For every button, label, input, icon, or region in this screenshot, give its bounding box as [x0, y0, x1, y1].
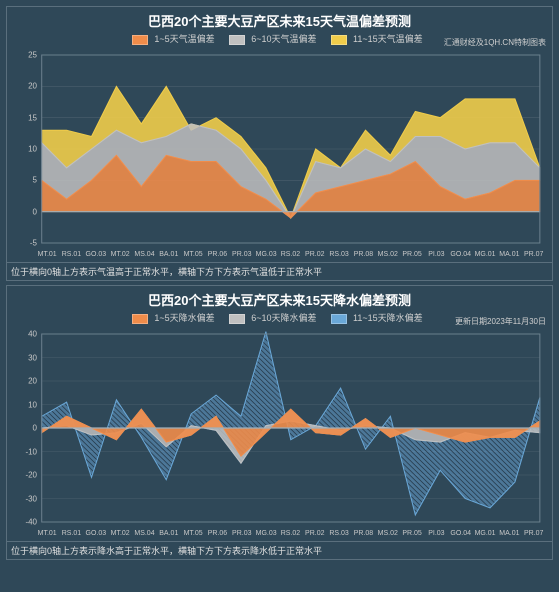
temperature-panel: 巴西20个主要大豆产区未来15天气温偏差预测 1~5天气温偏差 6~10天气温偏…	[6, 6, 553, 281]
bottom-footnote: 位于横向0轴上方表示降水高于正常水平，横轴下方下方表示降水低于正常水平	[7, 541, 552, 559]
xaxis-label: BA.01	[157, 530, 181, 537]
top-footnote: 位于横向0轴上方表示气温高于正常水平，横轴下方下方表示气温低于正常水平	[7, 262, 552, 280]
legend-swatch	[229, 35, 245, 45]
xaxis-label: MT.05	[181, 251, 205, 258]
xaxis-label: MG.01	[473, 251, 497, 258]
update-note: 更新日期2023年11月30日	[455, 316, 546, 327]
xaxis-label: BA.01	[157, 251, 181, 258]
xaxis-label: RS.01	[59, 530, 83, 537]
legend-swatch	[331, 314, 347, 324]
xaxis-label: PR.07	[522, 251, 546, 258]
xaxis-label: PR.08	[351, 251, 375, 258]
xaxis-label: RS.03	[327, 530, 351, 537]
xaxis-label: PI.03	[424, 530, 448, 537]
bottom-chart: -40-30-20-10010203040	[13, 328, 546, 528]
bottom-title: 巴西20个主要大豆产区未来15天降水偏差预测	[7, 286, 552, 311]
source-note: 汇通财经及1QH.CN特制图表	[444, 37, 546, 48]
xaxis-label: PR.07	[522, 530, 546, 537]
top-xaxis: MT.01RS.01GO.03MT.02MS.04BA.01MT.05PR.06…	[7, 251, 552, 262]
precipitation-panel: 巴西20个主要大豆产区未来15天降水偏差预测 1~5天降水偏差 6~10天降水偏…	[6, 285, 553, 560]
xaxis-label: PR.02	[303, 530, 327, 537]
xaxis-label: RS.03	[327, 251, 351, 258]
xaxis-label: MA.01	[497, 251, 521, 258]
xaxis-label: GO.03	[84, 251, 108, 258]
xaxis-label: PR.05	[400, 530, 424, 537]
xaxis-label: MA.01	[497, 530, 521, 537]
xaxis-label: MT.01	[35, 530, 59, 537]
xaxis-label: PR.06	[205, 251, 229, 258]
legend-swatch	[132, 314, 148, 324]
xaxis-label: RS.02	[278, 251, 302, 258]
xaxis-label: MG.01	[473, 530, 497, 537]
xaxis-label: GO.04	[449, 251, 473, 258]
xaxis-label: PI.03	[424, 251, 448, 258]
xaxis-label: RS.01	[59, 251, 83, 258]
xaxis-label: MT.01	[35, 251, 59, 258]
bottom-xaxis: MT.01RS.01GO.03MT.02MS.04BA.01MT.05PR.06…	[7, 530, 552, 541]
xaxis-label: MS.04	[132, 530, 156, 537]
legend-swatch	[132, 35, 148, 45]
legend-swatch	[229, 314, 245, 324]
xaxis-label: PR.03	[230, 251, 254, 258]
xaxis-label: MG.03	[254, 251, 278, 258]
xaxis-label: MS.04	[132, 251, 156, 258]
xaxis-label: PR.02	[303, 251, 327, 258]
xaxis-label: PR.03	[230, 530, 254, 537]
xaxis-label: GO.03	[84, 530, 108, 537]
top-title: 巴西20个主要大豆产区未来15天气温偏差预测	[7, 7, 552, 32]
xaxis-label: PR.06	[205, 530, 229, 537]
xaxis-label: MT.05	[181, 530, 205, 537]
xaxis-label: GO.04	[449, 530, 473, 537]
xaxis-label: RS.02	[278, 530, 302, 537]
xaxis-label: MS.02	[376, 530, 400, 537]
xaxis-label: MT.02	[108, 530, 132, 537]
top-chart: -50510152025	[13, 49, 546, 249]
xaxis-label: PR.05	[400, 251, 424, 258]
legend-swatch	[331, 35, 347, 45]
xaxis-label: PR.08	[351, 530, 375, 537]
xaxis-label: MG.03	[254, 530, 278, 537]
xaxis-label: MT.02	[108, 251, 132, 258]
xaxis-label: MS.02	[376, 251, 400, 258]
